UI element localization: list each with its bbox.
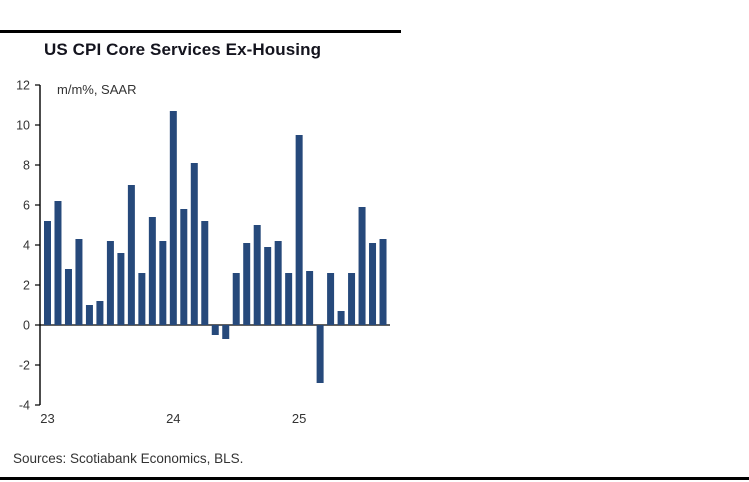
bar-May-25 <box>337 311 345 325</box>
bar-Jan-23 <box>44 221 51 325</box>
axis-tick-label: 8 <box>23 159 30 173</box>
axis-tick-label: 4 <box>23 239 30 253</box>
axis-tick-label: -2 <box>19 359 30 373</box>
axis-tick-label: 23 <box>40 411 54 426</box>
bar-Jun-24 <box>222 325 230 339</box>
top-divider-rule <box>0 30 401 33</box>
axis-tick-label: 6 <box>23 199 30 213</box>
y-axis-unit-label: m/m%, SAAR <box>57 82 137 97</box>
axis-tick-label: 12 <box>16 79 30 93</box>
bar-Nov-24 <box>274 241 282 325</box>
chart-title: US CPI Core Services Ex-Housing <box>44 40 322 59</box>
bar-Jul-25 <box>358 207 366 325</box>
bar-Apr-24 <box>201 221 209 325</box>
axis-tick-label: 2 <box>23 279 30 293</box>
sources-note: Sources: Scotiabank Economics, BLS. <box>13 451 244 466</box>
bar-Aug-25 <box>369 243 377 325</box>
bar-Feb-25 <box>306 271 314 325</box>
bar-Apr-23 <box>75 239 83 325</box>
bar-Sep-24 <box>253 225 261 325</box>
bar-Jun-25 <box>348 273 356 325</box>
bar-Oct-23 <box>138 273 146 325</box>
bar-May-23 <box>85 305 93 325</box>
bar-Sep-23 <box>127 185 135 325</box>
bar-Oct-24 <box>264 247 272 325</box>
bar-Apr-25 <box>327 273 335 325</box>
bar-Feb-24 <box>180 209 188 325</box>
bar-May-24 <box>211 325 219 335</box>
bar-Jul-24 <box>232 273 240 325</box>
axis-tick-label: 24 <box>166 411 180 426</box>
bar-Dec-23 <box>159 241 167 325</box>
axis-tick-label: 25 <box>292 411 306 426</box>
bar-Jun-23 <box>96 301 104 325</box>
bar-Nov-23 <box>148 217 156 325</box>
axis-tick-label: 10 <box>16 119 30 133</box>
bar-Jul-23 <box>106 241 114 325</box>
bar-Jan-24 <box>169 111 177 325</box>
bar-Dec-24 <box>285 273 293 325</box>
axis-tick-label: 0 <box>23 319 30 333</box>
bar-Mar-24 <box>190 163 198 325</box>
bottom-divider-rule <box>0 477 749 480</box>
bar-Aug-24 <box>243 243 251 325</box>
bar-Aug-23 <box>117 253 125 325</box>
axis-tick-label: -4 <box>19 399 30 413</box>
bar-Mar-23 <box>64 269 72 325</box>
bar-Sep-25 <box>379 239 387 325</box>
bar-Jan-25 <box>295 135 303 325</box>
bar-Feb-23 <box>54 201 62 325</box>
bar-Mar-25 <box>316 325 324 383</box>
